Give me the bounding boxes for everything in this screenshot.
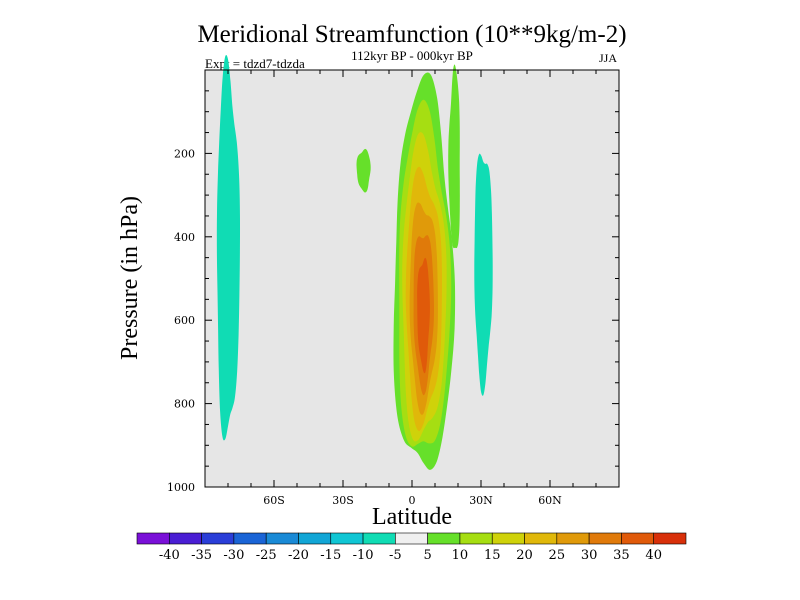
colorbar-label: 35 [613, 548, 630, 563]
y-tick-label: 1000 [167, 481, 195, 494]
right-string: JJA [599, 51, 617, 65]
colorbar-label: 40 [645, 548, 662, 563]
colorbar-label: -25 [256, 548, 277, 563]
colorbar: -40 -35 -30 -25 -20 -15 -10 -5 5 10 15 20 25 30 35 40 [136, 532, 687, 563]
axes: 60S 30S 0 30N 60N 200 400 600 800 1000 [167, 70, 619, 507]
colorbar-label: 20 [516, 548, 533, 563]
colorbar-swatch [265, 532, 299, 545]
colorbar-swatch [459, 532, 493, 545]
y-tick-label: 200 [174, 147, 195, 160]
nh-tongue-level-5 [448, 64, 460, 249]
colorbar-swatch [298, 532, 332, 545]
colorbar-swatch [524, 532, 558, 545]
chart-title: Meridional Streamfunction (10**9kg/m-2) [197, 21, 626, 48]
colorbar-label: -10 [353, 548, 374, 563]
colorbar-swatch [136, 532, 170, 545]
streamfunction-core-level-35 [417, 257, 430, 374]
colorbar-label: -15 [320, 548, 341, 563]
chart-subtitle: 112kyr BP - 000kyr BP [351, 48, 473, 63]
colorbar-label: -5 [389, 548, 402, 563]
y-axis-label: Pressure (in hPa) [117, 196, 143, 360]
sh-column-level--5 [216, 54, 241, 441]
left-string: Expt = tdzd7-tdzda [205, 56, 305, 71]
colorbar-label: 30 [581, 548, 598, 563]
colorbar-swatch [168, 532, 202, 545]
contour-fills [216, 54, 493, 470]
upper-blob-level-5 [356, 148, 371, 193]
x-axis-label: Latitude [372, 504, 452, 530]
colorbar-label: 25 [549, 548, 566, 563]
colorbar-swatch [427, 532, 461, 545]
colorbar-label: -20 [288, 548, 309, 563]
colorbar-label: 10 [452, 548, 469, 563]
colorbar-swatch [621, 532, 655, 545]
colorbar-label: 5 [424, 548, 432, 563]
colorbar-swatch [362, 532, 396, 545]
y-tick-label: 800 [174, 398, 195, 411]
y-tick-label: 600 [174, 314, 195, 327]
colorbar-swatch [201, 532, 235, 545]
colorbar-swatch [395, 532, 428, 545]
colorbar-label: 15 [484, 548, 501, 563]
colorbar-swatch [330, 532, 364, 545]
x-tick-label: 30S [332, 494, 354, 507]
nh-column-level--5 [474, 153, 493, 396]
colorbar-swatch [588, 532, 622, 545]
colorbar-label: -35 [191, 548, 212, 563]
colorbar-swatch [653, 532, 687, 545]
colorbar-swatch [233, 532, 267, 545]
colorbar-swatch [491, 532, 525, 545]
colorbar-swatch [556, 532, 590, 545]
x-tick-label: 30N [469, 494, 493, 507]
y-tick-label: 400 [174, 231, 195, 244]
colorbar-label: -30 [223, 548, 244, 563]
colorbar-label: -40 [159, 548, 180, 563]
x-tick-label: 60N [538, 494, 562, 507]
x-tick-label: 0 [409, 494, 416, 507]
x-tick-label: 60S [263, 494, 285, 507]
